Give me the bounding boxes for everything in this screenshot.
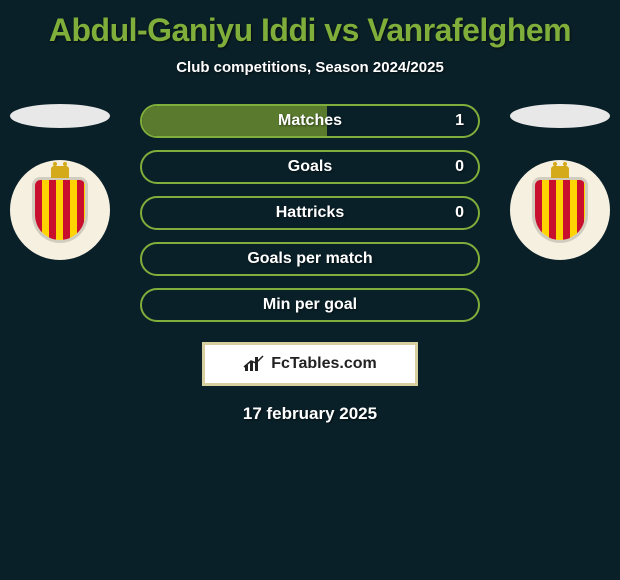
stat-bar-value: 1	[455, 112, 464, 130]
stat-bar-label: Goals	[142, 158, 478, 176]
stat-bar-value: 0	[455, 158, 464, 176]
page-title: Abdul-Ganiyu Iddi vs Vanrafelghem	[0, 0, 620, 49]
player-left-column	[10, 104, 110, 260]
stat-bar-label: Min per goal	[142, 296, 478, 314]
crown-icon	[51, 166, 69, 178]
stat-bar-value: 0	[455, 204, 464, 222]
crown-icon	[551, 166, 569, 178]
shield-icon	[35, 180, 85, 240]
player-left-silhouette	[10, 104, 110, 128]
stat-bar: Goals0	[140, 150, 480, 184]
player-right-silhouette	[510, 104, 610, 128]
shield-icon	[535, 180, 585, 240]
date-label: 17 february 2025	[0, 404, 620, 424]
brand-name: FcTables.com	[271, 355, 377, 373]
stat-bar: Matches1	[140, 104, 480, 138]
stat-bar: Hattricks0	[140, 196, 480, 230]
brand-box: FcTables.com	[202, 342, 418, 386]
club-badge-left	[10, 160, 110, 260]
stat-bar: Min per goal	[140, 288, 480, 322]
subtitle: Club competitions, Season 2024/2025	[0, 59, 620, 76]
shield-stripes	[535, 180, 585, 240]
stat-bars: Matches1Goals0Hattricks0Goals per matchM…	[140, 104, 480, 334]
stat-bar-label: Hattricks	[142, 204, 478, 222]
stat-bar-label: Matches	[142, 112, 478, 130]
club-badge-right	[510, 160, 610, 260]
stat-bar-label: Goals per match	[142, 250, 478, 268]
comparison-panel: Matches1Goals0Hattricks0Goals per matchM…	[0, 104, 620, 324]
shield-stripes	[35, 180, 85, 240]
stat-bar: Goals per match	[140, 242, 480, 276]
bar-chart-icon	[243, 355, 265, 373]
player-right-column	[510, 104, 610, 260]
